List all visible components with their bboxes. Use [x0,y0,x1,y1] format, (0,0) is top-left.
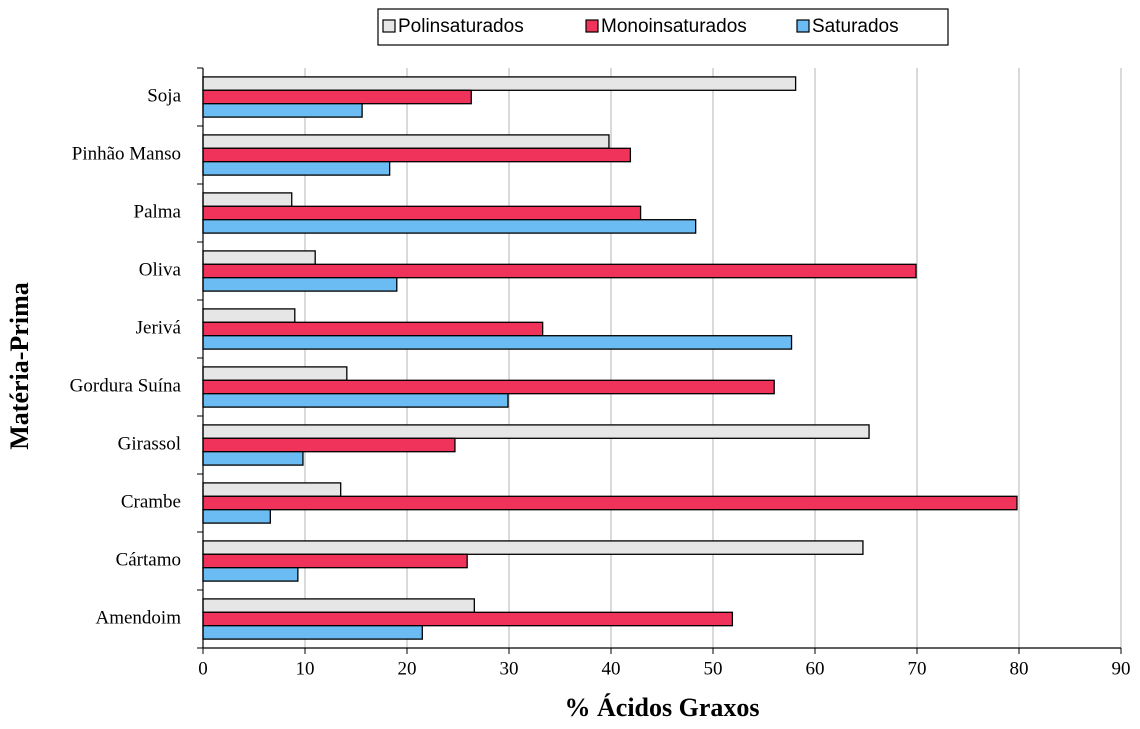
x-tick-label-50: 50 [704,658,723,679]
x-tick-label-10: 10 [296,658,315,679]
y-tick-label-soja: Soja [147,85,181,106]
bars [202,76,1018,640]
x-tick-label-60: 60 [806,658,825,679]
x-tick-label-80: 80 [1010,658,1029,679]
x-tick-label-30: 30 [500,658,519,679]
bar-amendoim-polinsaturados [202,598,475,613]
bar-pinhao-manso-monoinsaturados [202,147,632,163]
bar-jeriva-monoinsaturados [202,321,544,337]
bar-oliva-saturados [202,277,398,292]
bar-oliva-polinsaturados [202,250,316,265]
bar-gordura-suina-monoinsaturados [202,379,775,395]
bar-amendoim-saturados [202,625,423,640]
bar-soja-polinsaturados [202,76,797,91]
bar-jeriva-saturados [202,335,793,350]
y-tick-label-oliva: Oliva [139,259,182,280]
x-tick-label-40: 40 [602,658,621,679]
bar-cartamo-polinsaturados [202,540,864,555]
x-tick-label-0: 0 [198,658,208,679]
bar-cartamo-monoinsaturados [202,553,468,569]
x-tick-label-20: 20 [398,658,417,679]
legend-swatch-monoinsaturados [585,19,599,33]
y-tick-label-pinhao-manso: Pinhão Manso [72,143,181,164]
y-tick-label-palma: Palma [134,201,182,222]
bar-gordura-suina-saturados [202,393,509,408]
legend-label-polinsaturados: Polinsaturados [398,16,524,37]
y-tick-label-girassol: Girassol [118,433,181,454]
bar-soja-monoinsaturados [202,89,472,105]
legend-box [377,8,949,46]
bar-pinhao-manso-saturados [202,161,391,176]
legend: Polinsaturados Monoinsaturados Saturados [377,8,949,46]
y-tick-label-amendoim: Amendoim [96,607,182,628]
bar-palma-polinsaturados [202,192,293,207]
bar-oliva-monoinsaturados [202,263,917,279]
bar-girassol-monoinsaturados [202,437,456,453]
bar-crambe-polinsaturados [202,482,342,497]
y-axis-title: Matéria-Prima [5,282,34,449]
bar-gordura-suina-polinsaturados [202,366,348,381]
legend-label-saturados: Saturados [812,16,899,37]
bar-cartamo-saturados [202,567,299,582]
x-axis-title: % Ácidos Graxos [565,693,760,722]
legend-swatch-saturados [796,19,810,33]
legend-swatch-polinsaturados [382,19,396,33]
y-tick-label-jeriva: Jerivá [136,317,182,338]
x-tick-label-90: 90 [1112,658,1131,679]
y-tick-label-cartamo: Cártamo [116,549,181,570]
y-tick-label-crambe: Crambe [121,491,181,512]
bar-girassol-polinsaturados [202,424,870,439]
bar-crambe-monoinsaturados [202,495,1018,511]
bar-palma-saturados [202,219,697,234]
bar-pinhao-manso-polinsaturados [202,134,610,149]
y-tick-label-gordura-suina: Gordura Suína [70,375,182,396]
bar-amendoim-monoinsaturados [202,611,734,627]
bar-jeriva-polinsaturados [202,308,296,323]
bar-girassol-saturados [202,451,304,466]
legend-label-monoinsaturados: Monoinsaturados [601,16,747,37]
bar-palma-monoinsaturados [202,205,642,221]
x-tick-labels: 0 10 20 30 40 50 60 70 80 90 [198,658,1130,679]
y-tick-labels: Soja Pinhão Manso Palma Oliva Jerivá Gordura … [70,67,203,649]
bar-soja-saturados [202,103,363,118]
x-tick-label-70: 70 [908,658,927,679]
bar-crambe-saturados [202,509,271,524]
